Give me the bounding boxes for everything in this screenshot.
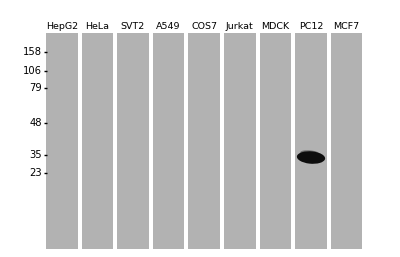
Text: 35: 35 <box>29 150 42 160</box>
Bar <box>117 33 149 249</box>
Text: SVT2: SVT2 <box>121 22 145 31</box>
Text: COS7: COS7 <box>191 22 217 31</box>
Text: Jurkat: Jurkat <box>226 22 254 31</box>
Bar <box>82 33 113 249</box>
Text: MCF7: MCF7 <box>334 22 360 31</box>
Bar <box>260 33 291 249</box>
Text: PC12: PC12 <box>299 22 323 31</box>
Text: A549: A549 <box>156 22 181 31</box>
Bar <box>46 33 78 249</box>
Text: 23: 23 <box>29 168 42 178</box>
Bar <box>188 33 220 249</box>
Text: 158: 158 <box>23 47 42 57</box>
Ellipse shape <box>300 150 319 155</box>
Text: 48: 48 <box>30 118 42 128</box>
Bar <box>331 33 362 249</box>
Text: 79: 79 <box>29 84 42 94</box>
Text: MDCK: MDCK <box>261 22 290 31</box>
Text: 106: 106 <box>23 66 42 76</box>
Text: HepG2: HepG2 <box>46 22 78 31</box>
Bar <box>153 33 184 249</box>
Bar <box>295 33 327 249</box>
Text: HeLa: HeLa <box>86 22 110 31</box>
Bar <box>224 33 256 249</box>
Ellipse shape <box>297 151 325 164</box>
